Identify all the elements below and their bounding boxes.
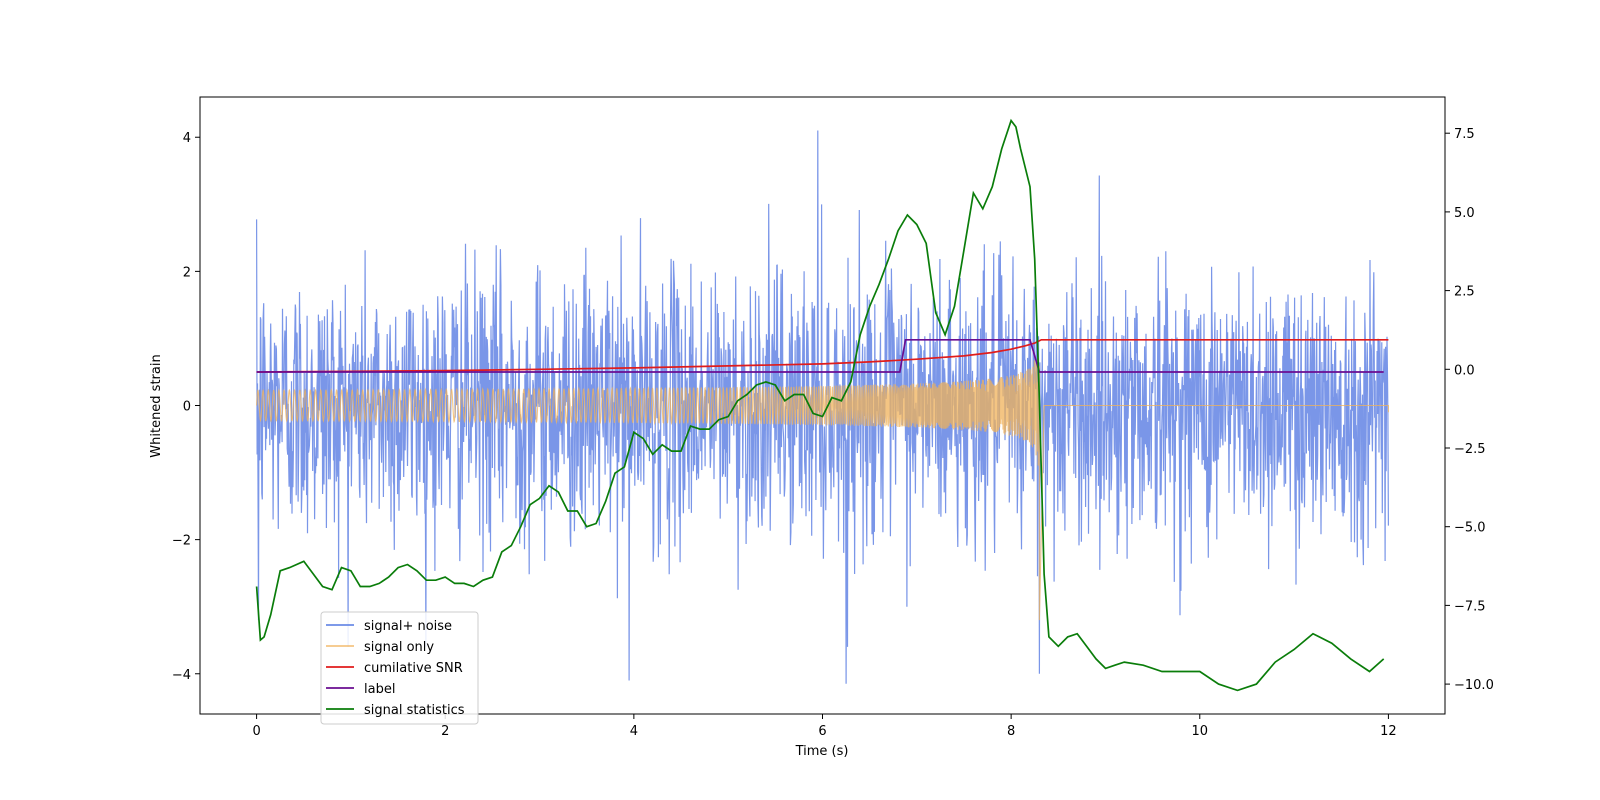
y-right-tick-label: −7.5 [1454,599,1486,614]
series-label [256,338,1384,373]
x-tick-label: 4 [630,724,638,739]
legend: signal+ noise signal only cumilative SNR la… [320,611,479,725]
x-tick-label: 0 [252,724,260,739]
y-tick-label: 2 [183,265,191,280]
y-tick-label: −2 [172,534,191,549]
y-tick-label: −4 [172,668,191,683]
legend-entry-label: signal statistics [364,703,465,718]
y-axis-label: Whitened strain [149,354,164,457]
y-right-tick-label: −10.0 [1454,678,1494,693]
x-tick-label: 6 [818,724,826,739]
legend-entry-label: label [364,682,395,697]
y-right-tick-label: 2.5 [1454,285,1475,300]
legend-entry-label: signal only [364,640,434,655]
y-right-tick-label: 5.0 [1454,206,1475,221]
y-right-tick-label: −5.0 [1454,521,1486,536]
legend-entry-label: cumilative SNR [364,661,463,676]
legend-box [320,611,479,725]
x-tick-label: 2 [441,724,449,739]
series-signal-only [256,346,1389,621]
legend-entry-label: signal+ noise [364,619,452,634]
y-tick-label: 0 [183,400,191,415]
y-tick-label: 4 [183,131,191,146]
y-right-tick-label: 0.0 [1454,363,1475,378]
series-signal-noise [256,130,1389,684]
series-signal-statistics [255,118,1385,692]
series-cumulative-snr [256,338,1389,373]
x-tick-label: 10 [1191,724,1208,739]
y-right-tick-label: 7.5 [1454,127,1475,142]
y-right-tick-label: −2.5 [1454,442,1486,457]
x-tick-label: 8 [1007,724,1015,739]
x-axis-label: Time (s) [795,744,849,759]
x-tick-label: 12 [1380,724,1397,739]
